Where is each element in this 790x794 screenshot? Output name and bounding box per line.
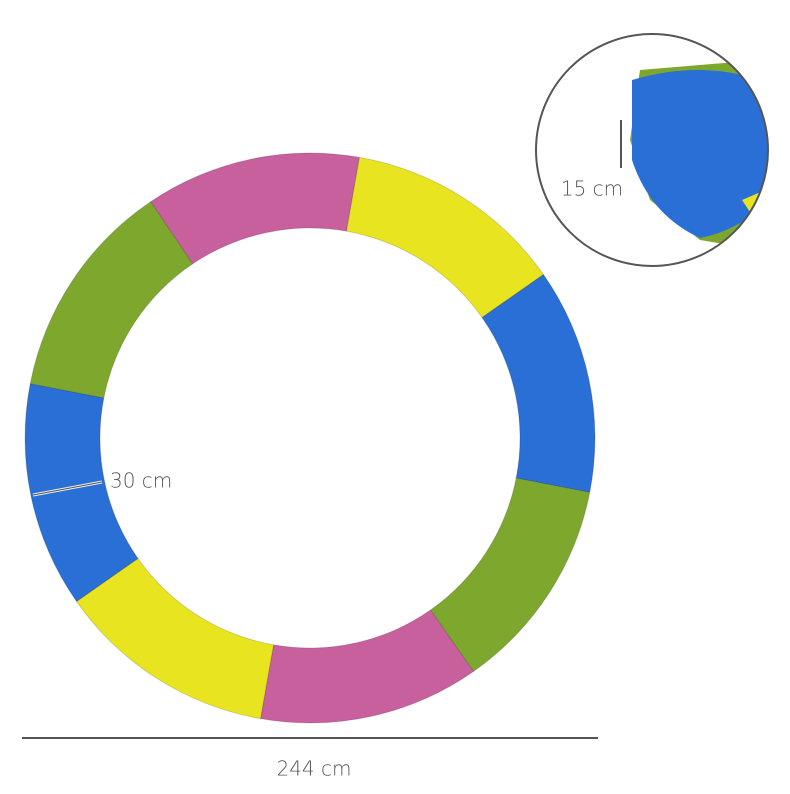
inset-border <box>535 33 769 267</box>
pad-segment <box>259 609 475 724</box>
width-label: 30 cm <box>110 469 172 493</box>
pad-segment <box>345 156 545 319</box>
diameter-label: 244 cm <box>276 757 351 781</box>
trampoline-pad-ring <box>24 152 596 724</box>
width-marker-edge <box>32 481 103 496</box>
pad-segment <box>29 201 194 399</box>
inset-blue <box>632 70 768 238</box>
pad-segment <box>24 383 139 603</box>
pad-segment <box>429 477 591 673</box>
pad-segment <box>481 273 596 493</box>
detail-inset <box>536 34 768 266</box>
pad-segment <box>75 557 275 720</box>
pad-segment <box>149 152 361 265</box>
thickness-label: 15 cm <box>561 177 623 201</box>
